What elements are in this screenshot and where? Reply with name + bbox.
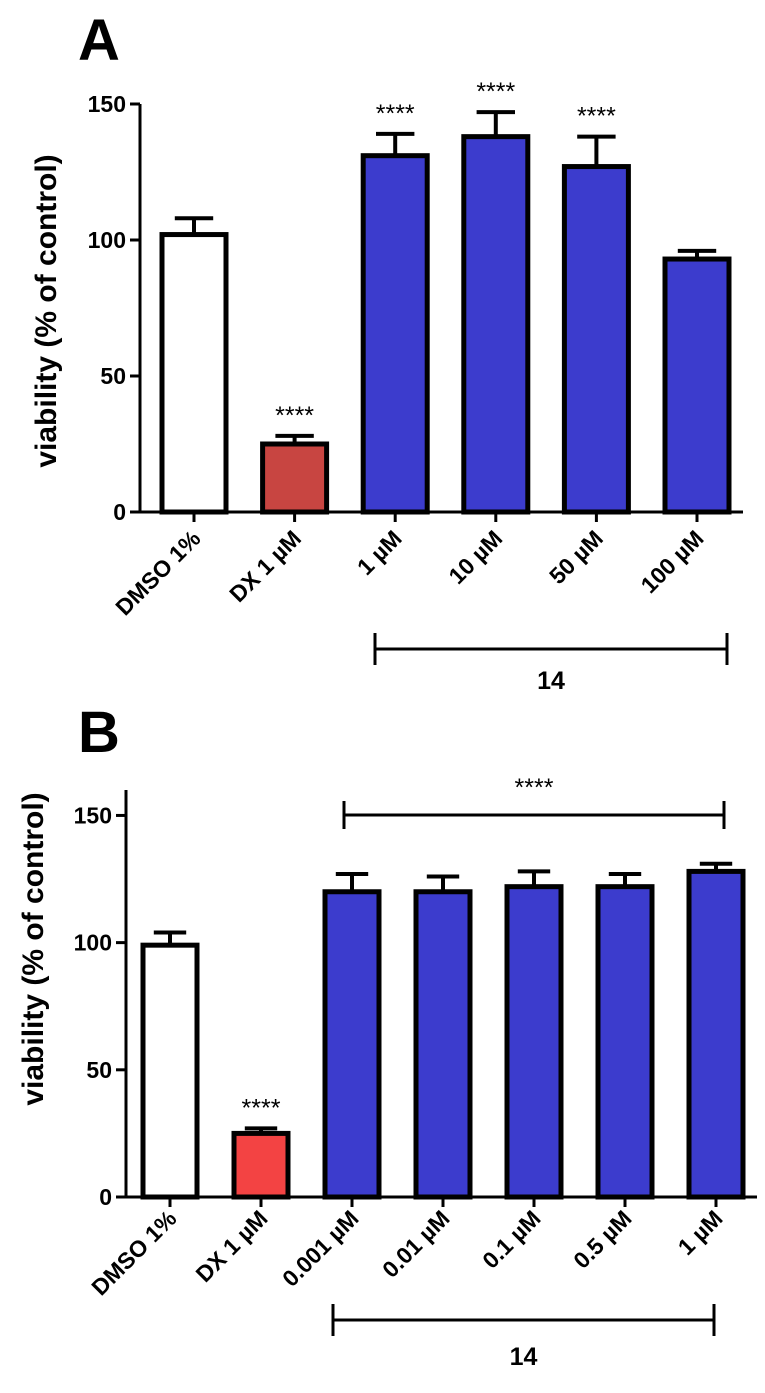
panel-b-letter: B	[78, 700, 120, 765]
panel-b-bar	[322, 889, 382, 1200]
panel-b-y-tick-label: 0	[99, 1184, 112, 1210]
panel-b-y-tick-label: 100	[74, 930, 112, 956]
panel-b-bar	[686, 868, 746, 1200]
panel-a-significance-label: ****	[376, 100, 415, 128]
panel-b-bar	[595, 884, 655, 1200]
panel-a-bar	[662, 256, 732, 515]
panel-a-y-axis-label: viability (% of control)	[30, 154, 63, 467]
panel-a-category-label: DX 1 µM	[224, 525, 306, 607]
panel-b-bar	[140, 942, 200, 1200]
panel-a-category-label: 100 µM	[636, 525, 709, 598]
panel-a-significance-label: ****	[577, 103, 616, 131]
panel-a-bar	[561, 164, 631, 515]
panel-a-y-tick-label: 100	[88, 227, 126, 253]
panel-a-category-label: DMSO 1%	[110, 525, 205, 620]
panel-b-category-label: DX 1 µM	[191, 1205, 273, 1287]
panel-a-y-tick-label: 0	[113, 499, 126, 525]
panel-b-category-label: 0.5 µM	[568, 1205, 636, 1273]
panel-b-category-label: 0.01 µM	[377, 1205, 454, 1282]
panel-a: A viability (% of control) 0 50 100 150 DMSO…	[30, 8, 743, 695]
panel-a-category-label: 10 µM	[443, 525, 507, 589]
panel-b: B viability (% of control) 0 50 100 150 DMSO…	[17, 700, 757, 1371]
panel-b-marks: 0 50 100 150 DMSO 1% **** DX 1 µM 0.001 µM 0.01 …	[74, 774, 757, 1371]
panel-a-group-label: 14	[537, 667, 565, 695]
panel-a-bar	[260, 441, 330, 515]
panel-b-significance-label: ****	[242, 1094, 281, 1122]
panel-b-group-label: 14	[510, 1343, 538, 1371]
panel-a-category-label: 1 µM	[352, 525, 407, 580]
panel-b-category-label: 0.1 µM	[477, 1205, 545, 1273]
panel-a-marks: 0 50 100 150 DMSO 1% **** DX 1 µM **** 1 µM **** 1…	[88, 78, 743, 695]
panel-a-y-tick-label: 50	[100, 363, 126, 389]
panel-b-category-label: DMSO 1%	[86, 1205, 181, 1300]
panel-a-significance-label: ****	[275, 402, 314, 430]
panel-b-y-tick-label: 150	[74, 802, 112, 828]
panel-a-letter: A	[78, 8, 120, 73]
panel-a-category-label: 50 µM	[544, 525, 608, 589]
panel-b-y-axis-label: viability (% of control)	[17, 792, 50, 1105]
panel-b-bar	[504, 884, 564, 1200]
panel-a-bar	[360, 153, 430, 515]
panel-b-y-tick-label: 50	[86, 1057, 112, 1083]
panel-b-category-label: 1 µM	[673, 1205, 728, 1260]
panel-b-significance-bracket-label: ****	[515, 774, 554, 802]
panel-a-bar	[159, 232, 229, 515]
panel-b-bar	[231, 1130, 291, 1200]
panel-a-bar	[461, 134, 531, 515]
panel-a-y-tick-label: 150	[88, 91, 126, 117]
panel-b-category-label: 0.001 µM	[277, 1205, 364, 1292]
panel-b-bar	[413, 889, 473, 1200]
panel-a-significance-label: ****	[476, 78, 515, 106]
